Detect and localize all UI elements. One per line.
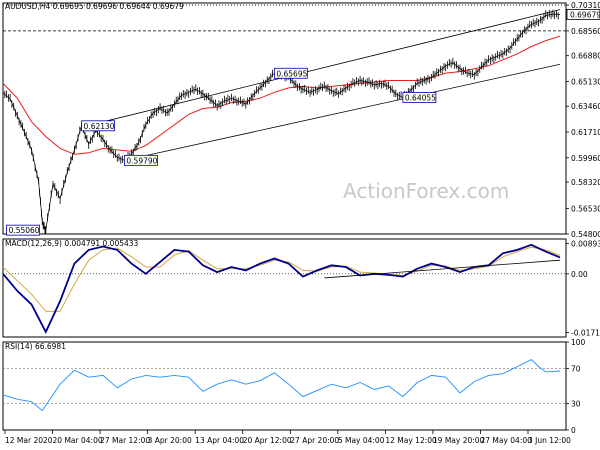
annotation-label: 0.62130 bbox=[84, 122, 115, 131]
macd-y-tick-label: -0.01717 bbox=[571, 328, 600, 337]
x-tick-label: 13 Apr 04:00 bbox=[195, 436, 244, 445]
price-annotation: 0.65695 bbox=[273, 67, 308, 79]
annotation-label: 0.65695 bbox=[276, 69, 307, 78]
macd-panel-title: MACD(12,26,9) 0.004791 0.005433 bbox=[5, 239, 139, 248]
annotation-box bbox=[273, 67, 308, 79]
price-annotation: 0.59790 bbox=[123, 154, 158, 166]
macd-signal-line bbox=[2, 246, 561, 312]
price-y-tick-label: 0.68560 bbox=[571, 27, 600, 36]
annotation-box bbox=[6, 224, 40, 236]
x-tick-label: 12 May 12:00 bbox=[385, 436, 437, 445]
current-price-label: 0.69679 bbox=[570, 10, 600, 19]
macd-panel: 0.008936 0.00 -0.01717 bbox=[2, 239, 600, 337]
price-annotation: 0.62130 bbox=[81, 120, 115, 132]
macd-trendline bbox=[324, 259, 561, 279]
price-y-tick-label: 0.54800 bbox=[571, 230, 600, 239]
rsi-panel-title: RSI(14) 66.6981 bbox=[5, 342, 66, 351]
x-tick-label: 20 Apr 12:00 bbox=[243, 436, 292, 445]
panel-frames bbox=[2, 2, 567, 431]
x-tick-label: 20 Mar 04:00 bbox=[53, 436, 103, 445]
rsi-y-tick-label: 70 bbox=[571, 364, 581, 373]
price-annotation: 0.55060 bbox=[6, 224, 40, 236]
watermark: ActionForex.com bbox=[343, 179, 509, 203]
price-y-tick-label: 0.59960 bbox=[571, 154, 600, 163]
current-price-tag bbox=[566, 8, 600, 20]
price-y-tick-label: 0.63460 bbox=[571, 102, 600, 111]
x-tick-label: 3 Apr 20:00 bbox=[148, 436, 192, 445]
annotation-box bbox=[81, 120, 115, 132]
annotation-label: 0.55060 bbox=[9, 226, 40, 235]
panel-frame bbox=[2, 341, 567, 431]
rsi-y-tick-label: 30 bbox=[571, 400, 581, 409]
price-y-tick-label: 0.61710 bbox=[571, 128, 600, 137]
panel-frame bbox=[2, 2, 567, 235]
channel-line bbox=[124, 63, 561, 161]
x-tick-label: 27 May 04:00 bbox=[480, 436, 532, 445]
annotation-box bbox=[402, 92, 437, 103]
price-panel: 0.55060 0.62130 0.59790 0.65695 0.64055 0.703… bbox=[2, 1, 600, 239]
annotation-label: 0.64055 bbox=[405, 93, 436, 102]
x-tick-label: 27 Mar 12:00 bbox=[100, 436, 150, 445]
price-y-tick-label: 0.66880 bbox=[571, 52, 600, 61]
rsi-panel: 100 70 30 0 bbox=[2, 338, 586, 435]
rsi-y-tick-label: 100 bbox=[571, 338, 586, 347]
price-y-tick-label: 0.65130 bbox=[571, 78, 600, 87]
price-y-tick-label: 0.70310 bbox=[571, 1, 600, 10]
price-panel-title: AUDUSD,H4 0.69695 0.69696 0.69644 0.6967… bbox=[5, 2, 184, 11]
macd-line bbox=[2, 243, 561, 334]
channel-line bbox=[102, 9, 561, 123]
price-y-tick-label: 0.58320 bbox=[571, 178, 600, 187]
rsi-y-tick-label: 0 bbox=[571, 426, 576, 435]
annotation-label: 0.59790 bbox=[126, 156, 157, 165]
x-tick-label: 27 Apr 20:00 bbox=[290, 436, 339, 445]
x-tick-label: 12 Mar 2020 bbox=[5, 436, 53, 445]
macd-y-tick-label: 0.00 bbox=[571, 270, 588, 279]
rsi-line bbox=[2, 359, 561, 412]
price-annotation: 0.64055 bbox=[402, 92, 437, 103]
x-tick-label: 3 Jun 12:00 bbox=[528, 436, 571, 445]
annotation-box bbox=[123, 154, 158, 166]
price-y-tick-label: 0.56530 bbox=[571, 204, 600, 213]
panel-frame bbox=[2, 238, 567, 338]
x-tick-label: 19 May 20:00 bbox=[433, 436, 485, 445]
x-tick-label: 5 May 04:00 bbox=[338, 436, 385, 445]
macd-y-tick-label: 0.008936 bbox=[571, 239, 600, 248]
